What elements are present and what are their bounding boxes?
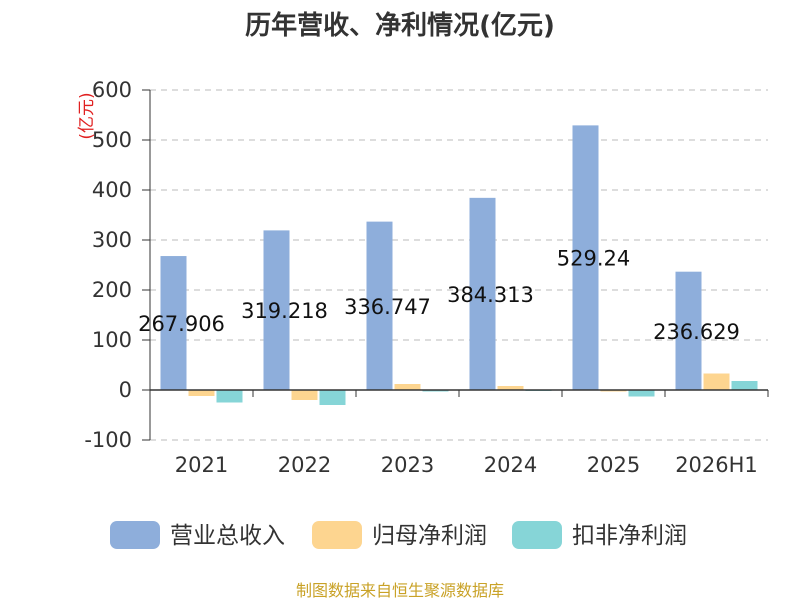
bar-营业总收入-2023[interactable] [366,221,393,390]
bar-归母净利润-2023[interactable] [394,384,421,390]
legend-swatch [312,521,362,549]
data-label: 319.218 [241,299,328,323]
bar-扣非净利润-2026H1[interactable] [731,381,758,390]
bar-营业总收入-2026H1[interactable] [675,271,702,390]
legend-label: 营业总收入 [170,523,285,549]
y-tick-label: 500 [92,128,132,152]
legend-swatch [512,521,562,549]
bar-扣非净利润-2025[interactable] [628,390,655,397]
y-tick-label: 400 [92,178,132,202]
x-tick-label: 2025 [587,453,640,477]
bar-归母净利润-2024[interactable] [497,386,524,390]
x-tick-label: 2022 [278,453,331,477]
legend-swatch [110,521,160,549]
bar-扣非净利润-2022[interactable] [319,390,346,405]
source-note: 制图数据来自恒生聚源数据库 [296,581,504,600]
bar-营业总收入-2022[interactable] [263,230,290,390]
bars [160,125,758,405]
x-tick-label: 2021 [175,453,228,477]
bar-营业总收入-2021[interactable] [160,256,187,390]
x-tick-label: 2024 [484,453,537,477]
data-label: 267.906 [138,312,225,336]
bar-归母净利润-2021[interactable] [188,390,215,396]
legend-item-扣非净利润[interactable]: 扣非净利润 [512,521,687,549]
y-tick-label: 200 [92,278,132,302]
bar-扣非净利润-2021[interactable] [216,390,243,403]
y-tick-label: 0 [119,378,132,402]
data-label: 529.24 [557,247,630,271]
data-labels: 267.906 319.218 336.747 384.313 529.24 236.62… [138,247,740,344]
bar-归母净利润-2022[interactable] [291,390,318,400]
chart-title: 历年营收、净利情况(亿元) [245,10,555,41]
legend-item-归母净利润[interactable]: 归母净利润 [312,521,487,549]
y-tick-label: 300 [92,228,132,252]
legend-item-营业总收入[interactable]: 营业总收入 [110,521,285,549]
data-label: 236.629 [653,320,740,344]
y-tick-label: -100 [84,428,132,452]
y-axis-label: (亿元) [77,92,97,139]
y-tick-label: 600 [92,78,132,102]
y-tick-label: 100 [92,328,132,352]
data-label: 384.313 [447,283,534,307]
axes: 600 500 400 300 200 100 0 -100 2021 2022 2023 2024 2… [84,78,769,477]
bar-归母净利润-2026H1[interactable] [703,373,730,391]
legend-label: 扣非净利润 [572,523,687,549]
x-tick-label: 2023 [381,453,434,477]
legend[interactable]: 营业总收入 归母净利润 扣非净利润 [110,521,687,549]
data-label: 336.747 [344,295,431,319]
x-tick-label: 2026H1 [675,453,758,477]
grid-lines [150,89,768,441]
bar-营业总收入-2024[interactable] [469,197,496,390]
legend-label: 归母净利润 [372,523,487,549]
bar-营业总收入-2025[interactable] [572,125,599,390]
